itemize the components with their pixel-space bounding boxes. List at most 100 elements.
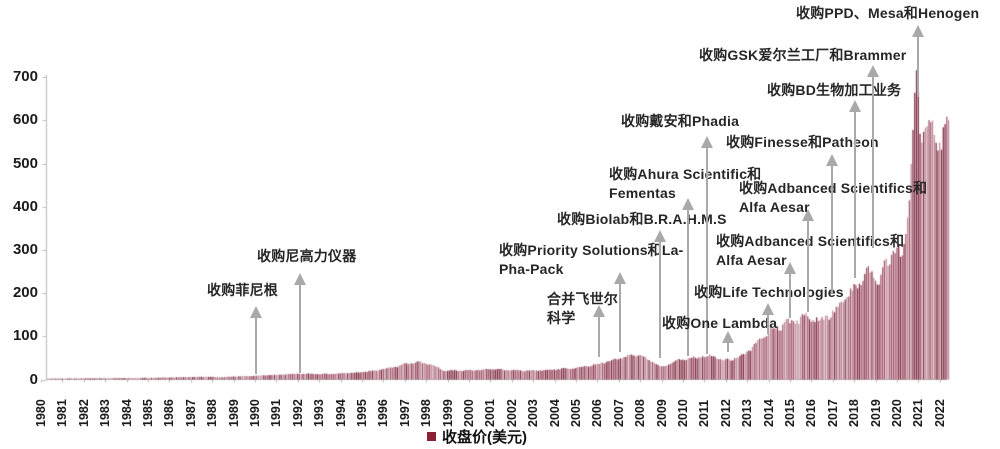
x-axis-year-label: 2017	[825, 399, 840, 427]
legend: 收盘价(美元)	[427, 426, 527, 447]
annotation-arrow-up-icon	[762, 303, 774, 315]
annotation-life-technologies: 收购Life Technologies	[694, 284, 844, 300]
annotation-arrow-up-icon	[593, 305, 605, 317]
annotation-arrow-up-icon	[867, 65, 879, 77]
x-axis-year-label: 2009	[654, 399, 669, 427]
x-axis-year-label: 2022	[932, 399, 947, 427]
x-axis-year-label: 2018	[847, 399, 862, 427]
annotation-one-lambda: 收购One Lambda	[662, 315, 778, 331]
annotation-fisher-merger: 合并飞世尔 科学	[547, 291, 618, 326]
annotation-arrow-up-icon	[722, 331, 734, 343]
annotation-adv-alfa-2015: 收购Adbanced Scientifics和 Alfa Aesar	[716, 233, 905, 268]
annotation-arrow-shaft	[854, 111, 856, 278]
x-axis-year-label: 1980	[34, 399, 48, 427]
x-axis-year-label: 1994	[333, 399, 348, 427]
annotation-arrow-shaft	[789, 273, 791, 318]
annotation-arrow-up-icon	[912, 25, 924, 37]
x-axis-year-label: 2019	[868, 399, 883, 427]
x-axis-year-label: 1990	[248, 399, 262, 427]
annotation-adv-alfa-2016: 收购Adbanced Scientifics和 Alfa Aesar	[739, 180, 928, 215]
annotation-arrow-up-icon	[784, 262, 796, 274]
annotation-arrow-shaft	[831, 165, 833, 294]
x-axis-year-label: 1987	[183, 399, 198, 427]
annotation-arrow-shaft	[255, 317, 257, 374]
x-axis-year-label: 1983	[98, 399, 113, 427]
x-axis-year-label: 1995	[355, 399, 369, 427]
x-axis-year-label: 1993	[312, 399, 327, 427]
annotation-arrow-up-icon	[294, 273, 306, 285]
annotation-bd-bioprocessing: 收购BD生物加工业务	[767, 82, 902, 98]
annotation-arrow-up-icon	[682, 198, 694, 210]
annotation-arrow-shaft	[687, 209, 689, 356]
annotation-arrow-up-icon	[701, 136, 713, 148]
x-axis-year-label: 1992	[290, 399, 305, 427]
y-axis-tick-label: 700	[12, 68, 38, 86]
x-axis-year-label: 1989	[226, 399, 241, 427]
y-axis-tick-label: 300	[12, 240, 38, 258]
x-axis-year-label: 2008	[633, 399, 648, 427]
x-axis-year-label: 2006	[590, 399, 605, 427]
annotation-finnigan: 收购菲尼根	[207, 282, 278, 298]
x-axis-year-label: 1984	[119, 399, 134, 427]
annotation-arrow-shaft	[299, 284, 301, 373]
x-axis-year-label: 1985	[141, 399, 155, 427]
x-axis-year-label: 1981	[55, 399, 70, 427]
annotation-arrow-shaft	[727, 342, 729, 352]
x-axis-year-label: 1996	[376, 399, 391, 427]
annotation-arrow-shaft	[659, 241, 661, 358]
y-axis-tick-label: 200	[12, 284, 38, 302]
x-axis-year-label: 2003	[526, 399, 541, 427]
annotation-arrow-shaft	[598, 316, 600, 357]
annotation-arrow-shaft	[619, 283, 621, 352]
annotation-ppd-mesa-henogen: 收购PPD、Mesa和Henogen	[796, 5, 980, 21]
annotation-arrow-up-icon	[250, 306, 262, 318]
x-axis-year-label: 1982	[76, 399, 91, 427]
y-axis-tick-label: 100	[12, 327, 38, 345]
x-axis-year-label: 2016	[804, 399, 819, 427]
x-axis-year-label: 2014	[761, 399, 776, 427]
x-axis-year-label: 2000	[462, 399, 476, 427]
annotation-gsk-brammer: 收购GSK爱尔兰工厂和Brammer	[699, 47, 907, 63]
annotation-arrow-up-icon	[802, 209, 814, 221]
x-axis-year-label: 1999	[440, 399, 455, 427]
y-axis-tick-label: 0	[29, 370, 38, 388]
x-axis-year-label: 1998	[419, 399, 434, 427]
x-axis-year-label: 2007	[611, 399, 626, 427]
y-axis-tick-label: 400	[12, 197, 38, 215]
x-axis-year-label: 2004	[547, 399, 562, 427]
x-axis-year-label: 2001	[483, 399, 498, 427]
annotation-ahura-fementas: 收购Ahura Scientific和 Fementas	[609, 166, 762, 201]
annotation-arrow-up-icon	[849, 100, 861, 112]
annotation-priority-solutions: 收购Priority Solutions和La- Pha-Pack	[499, 242, 684, 277]
annotation-nicolet: 收购尼高力仪器	[257, 248, 357, 264]
annotation-arrow-up-icon	[614, 272, 626, 284]
annotation-arrow-shaft	[807, 220, 809, 312]
x-axis-year-label: 2010	[676, 399, 690, 427]
annotation-biolab-brahms: 收购Biolab和B.R.A.H.M.S	[557, 211, 727, 227]
x-axis-year-label: 2015	[783, 399, 797, 427]
legend-label: 收盘价(美元)	[442, 429, 527, 446]
y-axis-tick-label: 500	[12, 154, 38, 172]
legend-marker-icon	[427, 432, 436, 441]
annotation-arrow-up-icon	[826, 154, 838, 166]
x-axis-year-label: 2020	[890, 399, 904, 427]
x-axis-year-label: 1988	[205, 399, 220, 427]
annotation-arrow-shaft	[872, 76, 874, 248]
x-axis-year-label: 2013	[740, 399, 755, 427]
x-axis-year-label: 1986	[162, 399, 177, 427]
x-axis-year-label: 2002	[504, 399, 519, 427]
annotation-arrow-shaft	[706, 147, 708, 354]
y-axis-tick-label: 600	[12, 111, 38, 129]
annotation-arrow-shaft	[917, 36, 919, 97]
x-axis-year-label: 2005	[569, 399, 583, 427]
annotation-arrow-shaft	[767, 314, 769, 334]
x-axis-year-label: 2021	[911, 399, 926, 427]
x-axis-year-label: 2012	[718, 399, 733, 427]
x-axis-year-label: 2011	[697, 399, 712, 427]
annotation-finesse-patheon: 收购Finesse和Patheon	[726, 134, 879, 150]
annotation-dionex-phadia: 收购戴安和Phadia	[621, 113, 740, 129]
x-axis-year-label: 1991	[269, 399, 284, 427]
annotation-arrow-up-icon	[654, 230, 666, 242]
x-axis-year-label: 1997	[397, 399, 412, 427]
